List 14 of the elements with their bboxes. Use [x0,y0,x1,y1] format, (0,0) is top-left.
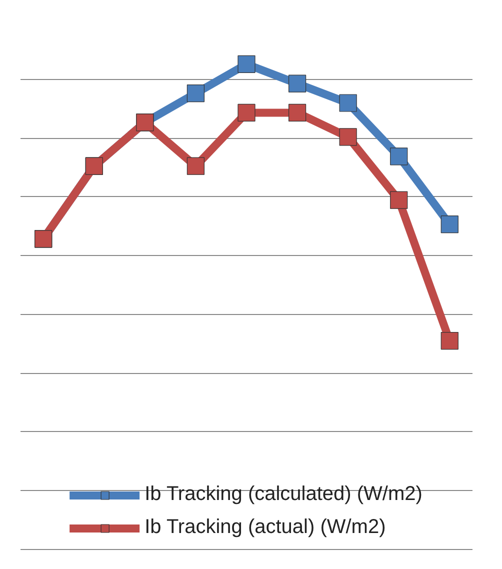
point [339,128,357,146]
point [238,55,256,73]
point [440,332,458,350]
point [390,148,408,166]
point [440,216,458,234]
point [390,191,408,209]
legend-label: Ib Tracking (actual) (W/m2) [144,516,386,539]
point [339,94,357,112]
point [186,157,205,175]
point [288,74,306,92]
point [186,84,205,102]
point [288,104,306,122]
point [238,104,256,122]
legend-label: Ib Tracking (calculated) (W/m2) [144,483,422,506]
